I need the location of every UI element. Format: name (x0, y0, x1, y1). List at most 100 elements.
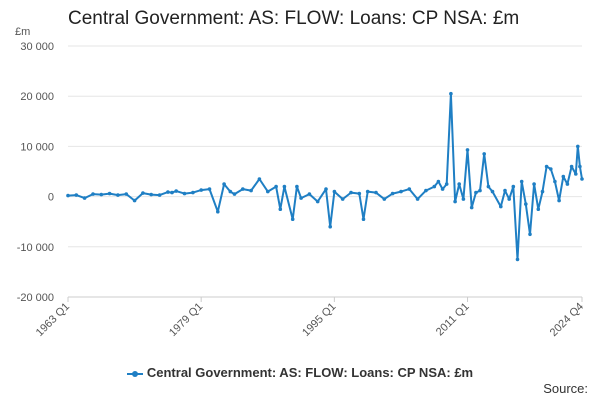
y-tick-label: 0 (48, 192, 54, 204)
data-point[interactable] (553, 179, 557, 184)
data-point[interactable] (532, 182, 536, 186)
data-point[interactable] (191, 190, 195, 195)
x-tick-label: 1995 Q1 (300, 301, 338, 339)
data-point[interactable] (511, 184, 516, 189)
data-point[interactable] (228, 189, 233, 194)
data-point[interactable] (174, 189, 178, 193)
data-point[interactable] (399, 189, 403, 194)
data-point[interactable] (544, 164, 549, 169)
x-tick-label: 1963 Q1 (34, 301, 72, 339)
data-point[interactable] (453, 199, 457, 204)
data-point[interactable] (232, 192, 237, 196)
data-point[interactable] (486, 184, 491, 189)
data-point[interactable] (574, 172, 578, 176)
data-point[interactable] (515, 257, 520, 262)
data-point[interactable] (91, 192, 95, 196)
data-point[interactable] (503, 188, 507, 193)
data-point[interactable] (207, 187, 212, 191)
x-tick-label: 1979 Q1 (167, 301, 205, 339)
data-point[interactable] (507, 197, 512, 201)
data-point[interactable] (295, 184, 299, 189)
data-point[interactable] (257, 177, 262, 181)
data-point[interactable] (365, 189, 370, 194)
data-point[interactable] (290, 217, 295, 221)
data-point[interactable] (166, 190, 170, 194)
data-point[interactable] (499, 204, 503, 209)
data-point[interactable] (357, 191, 362, 196)
data-point[interactable] (116, 193, 120, 197)
data-point[interactable] (561, 174, 566, 179)
data-point[interactable] (449, 91, 453, 96)
data-point[interactable] (519, 179, 524, 184)
data-point[interactable] (465, 148, 470, 152)
data-point[interactable] (528, 232, 532, 237)
data-point[interactable] (274, 184, 278, 189)
data-point[interactable] (436, 179, 441, 184)
data-point[interactable] (549, 167, 553, 171)
data-point[interactable] (182, 191, 187, 196)
data-point[interactable] (74, 193, 79, 197)
data-point[interactable] (249, 188, 253, 193)
data-point[interactable] (315, 199, 320, 204)
data-point[interactable] (457, 182, 462, 186)
data-point[interactable] (332, 189, 337, 194)
data-point[interactable] (266, 189, 270, 194)
data-point[interactable] (482, 152, 487, 156)
data-point[interactable] (124, 192, 129, 196)
x-tick-label: 2024 Q4 (548, 301, 586, 339)
data-point[interactable] (536, 207, 541, 211)
data-point[interactable] (107, 191, 112, 196)
data-point[interactable] (99, 192, 104, 197)
data-point[interactable] (307, 192, 312, 196)
data-point[interactable] (157, 193, 162, 197)
data-point[interactable] (432, 184, 437, 189)
data-point[interactable] (461, 197, 466, 201)
data-point[interactable] (540, 189, 545, 194)
data-point[interactable] (278, 207, 283, 211)
data-point[interactable] (580, 177, 584, 181)
data-point[interactable] (141, 191, 145, 195)
grid-lines (68, 45, 582, 298)
data-point[interactable] (576, 144, 580, 149)
x-axis-ticks: 1963 Q1 1979 Q1 1995 Q1 2011 Q1 2024 Q4 (34, 296, 586, 339)
data-point[interactable] (407, 187, 412, 191)
data-point[interactable] (382, 197, 387, 201)
legend-label: Central Government: AS: FLOW: Loans: CP … (146, 365, 474, 380)
data-point[interactable] (390, 191, 395, 196)
data-point[interactable] (222, 182, 226, 186)
chart-title: Central Government: AS: FLOW: Loans: CP … (68, 8, 520, 29)
data-point[interactable] (282, 184, 287, 189)
data-point[interactable] (474, 190, 478, 195)
data-point[interactable] (324, 187, 328, 191)
data-point[interactable] (557, 198, 561, 203)
data-point[interactable] (578, 164, 582, 169)
data-point[interactable] (241, 187, 245, 191)
data-point[interactable] (149, 192, 153, 197)
data-point[interactable] (328, 224, 333, 229)
data-point[interactable] (340, 197, 345, 201)
data-point[interactable] (66, 193, 70, 198)
data-point[interactable] (361, 217, 366, 221)
data-point[interactable] (524, 202, 528, 206)
data-point[interactable] (415, 197, 420, 201)
data-point[interactable] (299, 196, 303, 200)
data-point[interactable] (444, 182, 449, 186)
data-point[interactable] (82, 196, 87, 200)
y-axis-unit: £m (15, 26, 30, 38)
data-point[interactable] (469, 205, 474, 210)
data-point[interactable] (565, 182, 570, 186)
data-point[interactable] (374, 190, 378, 195)
data-point[interactable] (170, 190, 174, 195)
data-point[interactable] (478, 188, 482, 193)
data-point[interactable] (490, 189, 495, 194)
data-point[interactable] (349, 190, 353, 195)
legend[interactable]: Central Government: AS: FLOW: Loans: CP … (0, 365, 600, 380)
data-point[interactable] (199, 188, 203, 192)
data-point[interactable] (424, 188, 428, 193)
y-tick-label: -20 000 (17, 292, 54, 304)
data-point[interactable] (440, 187, 445, 191)
data-point[interactable] (132, 198, 137, 203)
data-point[interactable] (569, 164, 574, 169)
series-line (67, 92, 583, 261)
data-point[interactable] (216, 209, 220, 214)
